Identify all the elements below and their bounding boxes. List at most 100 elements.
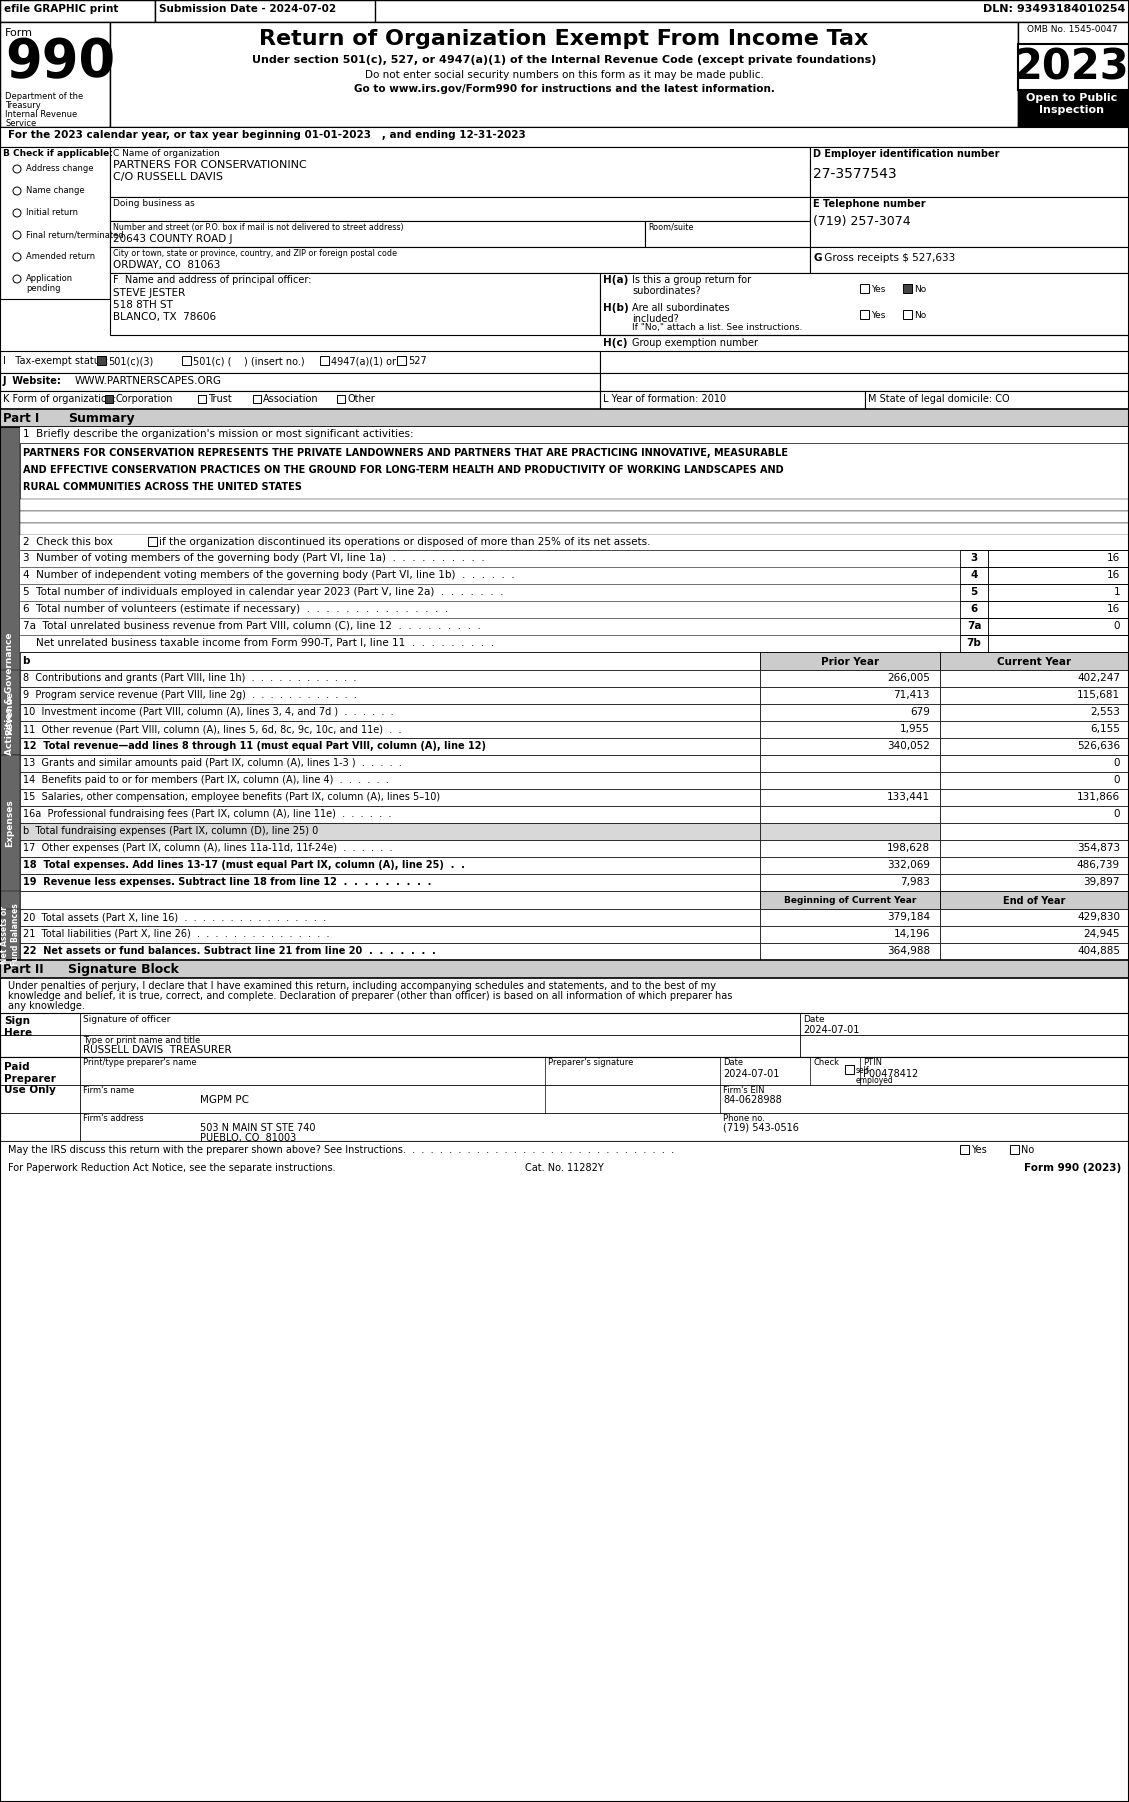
Text: 2  Check this box: 2 Check this box <box>23 537 120 548</box>
Text: 7b: 7b <box>966 638 981 649</box>
Text: Firm's address: Firm's address <box>84 1114 143 1123</box>
Bar <box>940 908 1129 926</box>
Bar <box>198 395 205 404</box>
Text: Net Assets or
Fund Balances: Net Assets or Fund Balances <box>0 903 19 966</box>
Text: 679: 679 <box>910 706 930 717</box>
Bar <box>940 942 1129 960</box>
Text: Check: Check <box>813 1058 839 1067</box>
Bar <box>599 373 1129 391</box>
Text: End of Year: End of Year <box>1003 896 1065 906</box>
Bar <box>0 960 1129 978</box>
Bar <box>20 926 760 942</box>
Text: 27-3577543: 27-3577543 <box>813 168 896 180</box>
Text: Number and street (or P.O. box if mail is not delivered to street address): Number and street (or P.O. box if mail i… <box>113 223 404 232</box>
Text: subordinates?: subordinates? <box>632 287 701 296</box>
Bar <box>105 395 113 404</box>
Text: if the organization discontinued its operations or disposed of more than 25% of : if the organization discontinued its ope… <box>159 537 650 548</box>
Text: If "No," attach a list. See instructions.: If "No," attach a list. See instructions… <box>632 323 803 332</box>
Text: 340,052: 340,052 <box>887 741 930 751</box>
Bar <box>903 285 912 294</box>
Text: 39,897: 39,897 <box>1084 878 1120 887</box>
Text: 5: 5 <box>970 587 978 596</box>
Bar <box>760 858 940 874</box>
Bar <box>988 618 1129 634</box>
Text: 1,955: 1,955 <box>900 724 930 733</box>
Text: Department of the: Department of the <box>5 92 84 101</box>
Text: Signature Block: Signature Block <box>68 962 178 977</box>
Text: 486,739: 486,739 <box>1077 860 1120 870</box>
Text: 14,196: 14,196 <box>893 930 930 939</box>
Bar <box>940 739 1129 755</box>
Bar <box>760 771 940 789</box>
Bar <box>1018 22 1129 43</box>
Bar <box>20 523 1129 535</box>
Bar <box>20 755 760 771</box>
Bar <box>940 805 1129 824</box>
Bar <box>903 310 912 319</box>
Text: 3: 3 <box>970 553 978 562</box>
Text: Return of Organization Exempt From Income Tax: Return of Organization Exempt From Incom… <box>260 29 868 49</box>
Bar <box>20 602 960 618</box>
Bar <box>760 687 940 705</box>
Text: 501(c) (    ) (insert no.): 501(c) ( ) (insert no.) <box>193 357 305 366</box>
Text: 13  Grants and similar amounts paid (Part IX, column (A), lines 1-3 )  .  .  .  : 13 Grants and similar amounts paid (Part… <box>23 759 402 768</box>
Bar <box>760 705 940 721</box>
Text: (719) 543-0516: (719) 543-0516 <box>723 1123 799 1133</box>
Bar <box>0 0 155 22</box>
Text: For Paperwork Reduction Act Notice, see the separate instructions.: For Paperwork Reduction Act Notice, see … <box>8 1162 335 1173</box>
Bar <box>0 351 599 373</box>
Text: Form: Form <box>5 29 33 38</box>
Text: Do not enter social security numbers on this form as it may be made public.: Do not enter social security numbers on … <box>365 70 763 79</box>
Text: 527: 527 <box>408 357 427 366</box>
Bar <box>20 721 760 739</box>
Text: 6  Total number of volunteers (estimate if necessary)  .  .  .  .  .  .  .  .  .: 6 Total number of volunteers (estimate i… <box>23 604 448 614</box>
Bar <box>960 634 988 652</box>
Text: P00478412: P00478412 <box>863 1069 918 1079</box>
Bar <box>860 285 869 294</box>
Text: 198,628: 198,628 <box>887 843 930 852</box>
Text: 0: 0 <box>1113 775 1120 786</box>
Text: K Form of organization:: K Form of organization: <box>3 395 116 404</box>
Text: 133,441: 133,441 <box>887 793 930 802</box>
Text: F  Name and address of principal officer:: F Name and address of principal officer: <box>113 276 312 285</box>
Text: No: No <box>914 312 926 321</box>
Bar <box>20 670 760 687</box>
Text: 2,553: 2,553 <box>1091 706 1120 717</box>
Text: WWW.PARTNERSCAPES.ORG: WWW.PARTNERSCAPES.ORG <box>75 377 222 386</box>
Text: 0: 0 <box>1113 622 1120 631</box>
Text: Go to www.irs.gov/Form990 for instructions and the latest information.: Go to www.irs.gov/Form990 for instructio… <box>353 85 774 94</box>
Text: 379,184: 379,184 <box>887 912 930 923</box>
Bar <box>0 1159 1129 1179</box>
Text: 7a  Total unrelated business revenue from Part VIII, column (C), line 12  .  .  : 7a Total unrelated business revenue from… <box>23 622 481 631</box>
Text: For the 2023 calendar year, or tax year beginning 01-01-2023   , and ending 12-3: For the 2023 calendar year, or tax year … <box>8 130 526 141</box>
Text: 24,945: 24,945 <box>1084 930 1120 939</box>
Text: B Check if applicable:: B Check if applicable: <box>3 150 113 159</box>
Bar <box>988 602 1129 618</box>
Text: 17  Other expenses (Part IX, column (A), lines 11a-11d, 11f-24e)  .  .  .  .  . : 17 Other expenses (Part IX, column (A), … <box>23 843 393 852</box>
Text: 402,247: 402,247 <box>1077 672 1120 683</box>
Text: J  Website:: J Website: <box>3 377 62 386</box>
Bar <box>182 357 191 366</box>
Bar <box>20 443 1129 499</box>
Bar <box>20 652 760 670</box>
Bar <box>760 926 940 942</box>
Bar <box>760 908 940 926</box>
Bar <box>110 196 809 222</box>
Bar <box>760 670 940 687</box>
Bar <box>20 908 760 926</box>
Bar <box>760 942 940 960</box>
Text: No: No <box>1021 1144 1034 1155</box>
Text: H(a): H(a) <box>603 276 629 285</box>
Text: Firm's EIN: Firm's EIN <box>723 1087 764 1096</box>
Text: 14  Benefits paid to or for members (Part IX, column (A), line 4)  .  .  .  .  .: 14 Benefits paid to or for members (Part… <box>23 775 388 786</box>
Text: Yes: Yes <box>870 285 885 294</box>
Bar <box>760 840 940 858</box>
Text: Summary: Summary <box>68 413 134 425</box>
Bar <box>760 721 940 739</box>
Bar <box>253 395 261 404</box>
Text: M State of legal domicile: CO: M State of legal domicile: CO <box>868 395 1009 404</box>
Bar <box>960 550 988 568</box>
Text: Group exemption number: Group exemption number <box>632 339 758 348</box>
Bar <box>760 755 940 771</box>
Text: 2024-07-01: 2024-07-01 <box>723 1069 779 1079</box>
